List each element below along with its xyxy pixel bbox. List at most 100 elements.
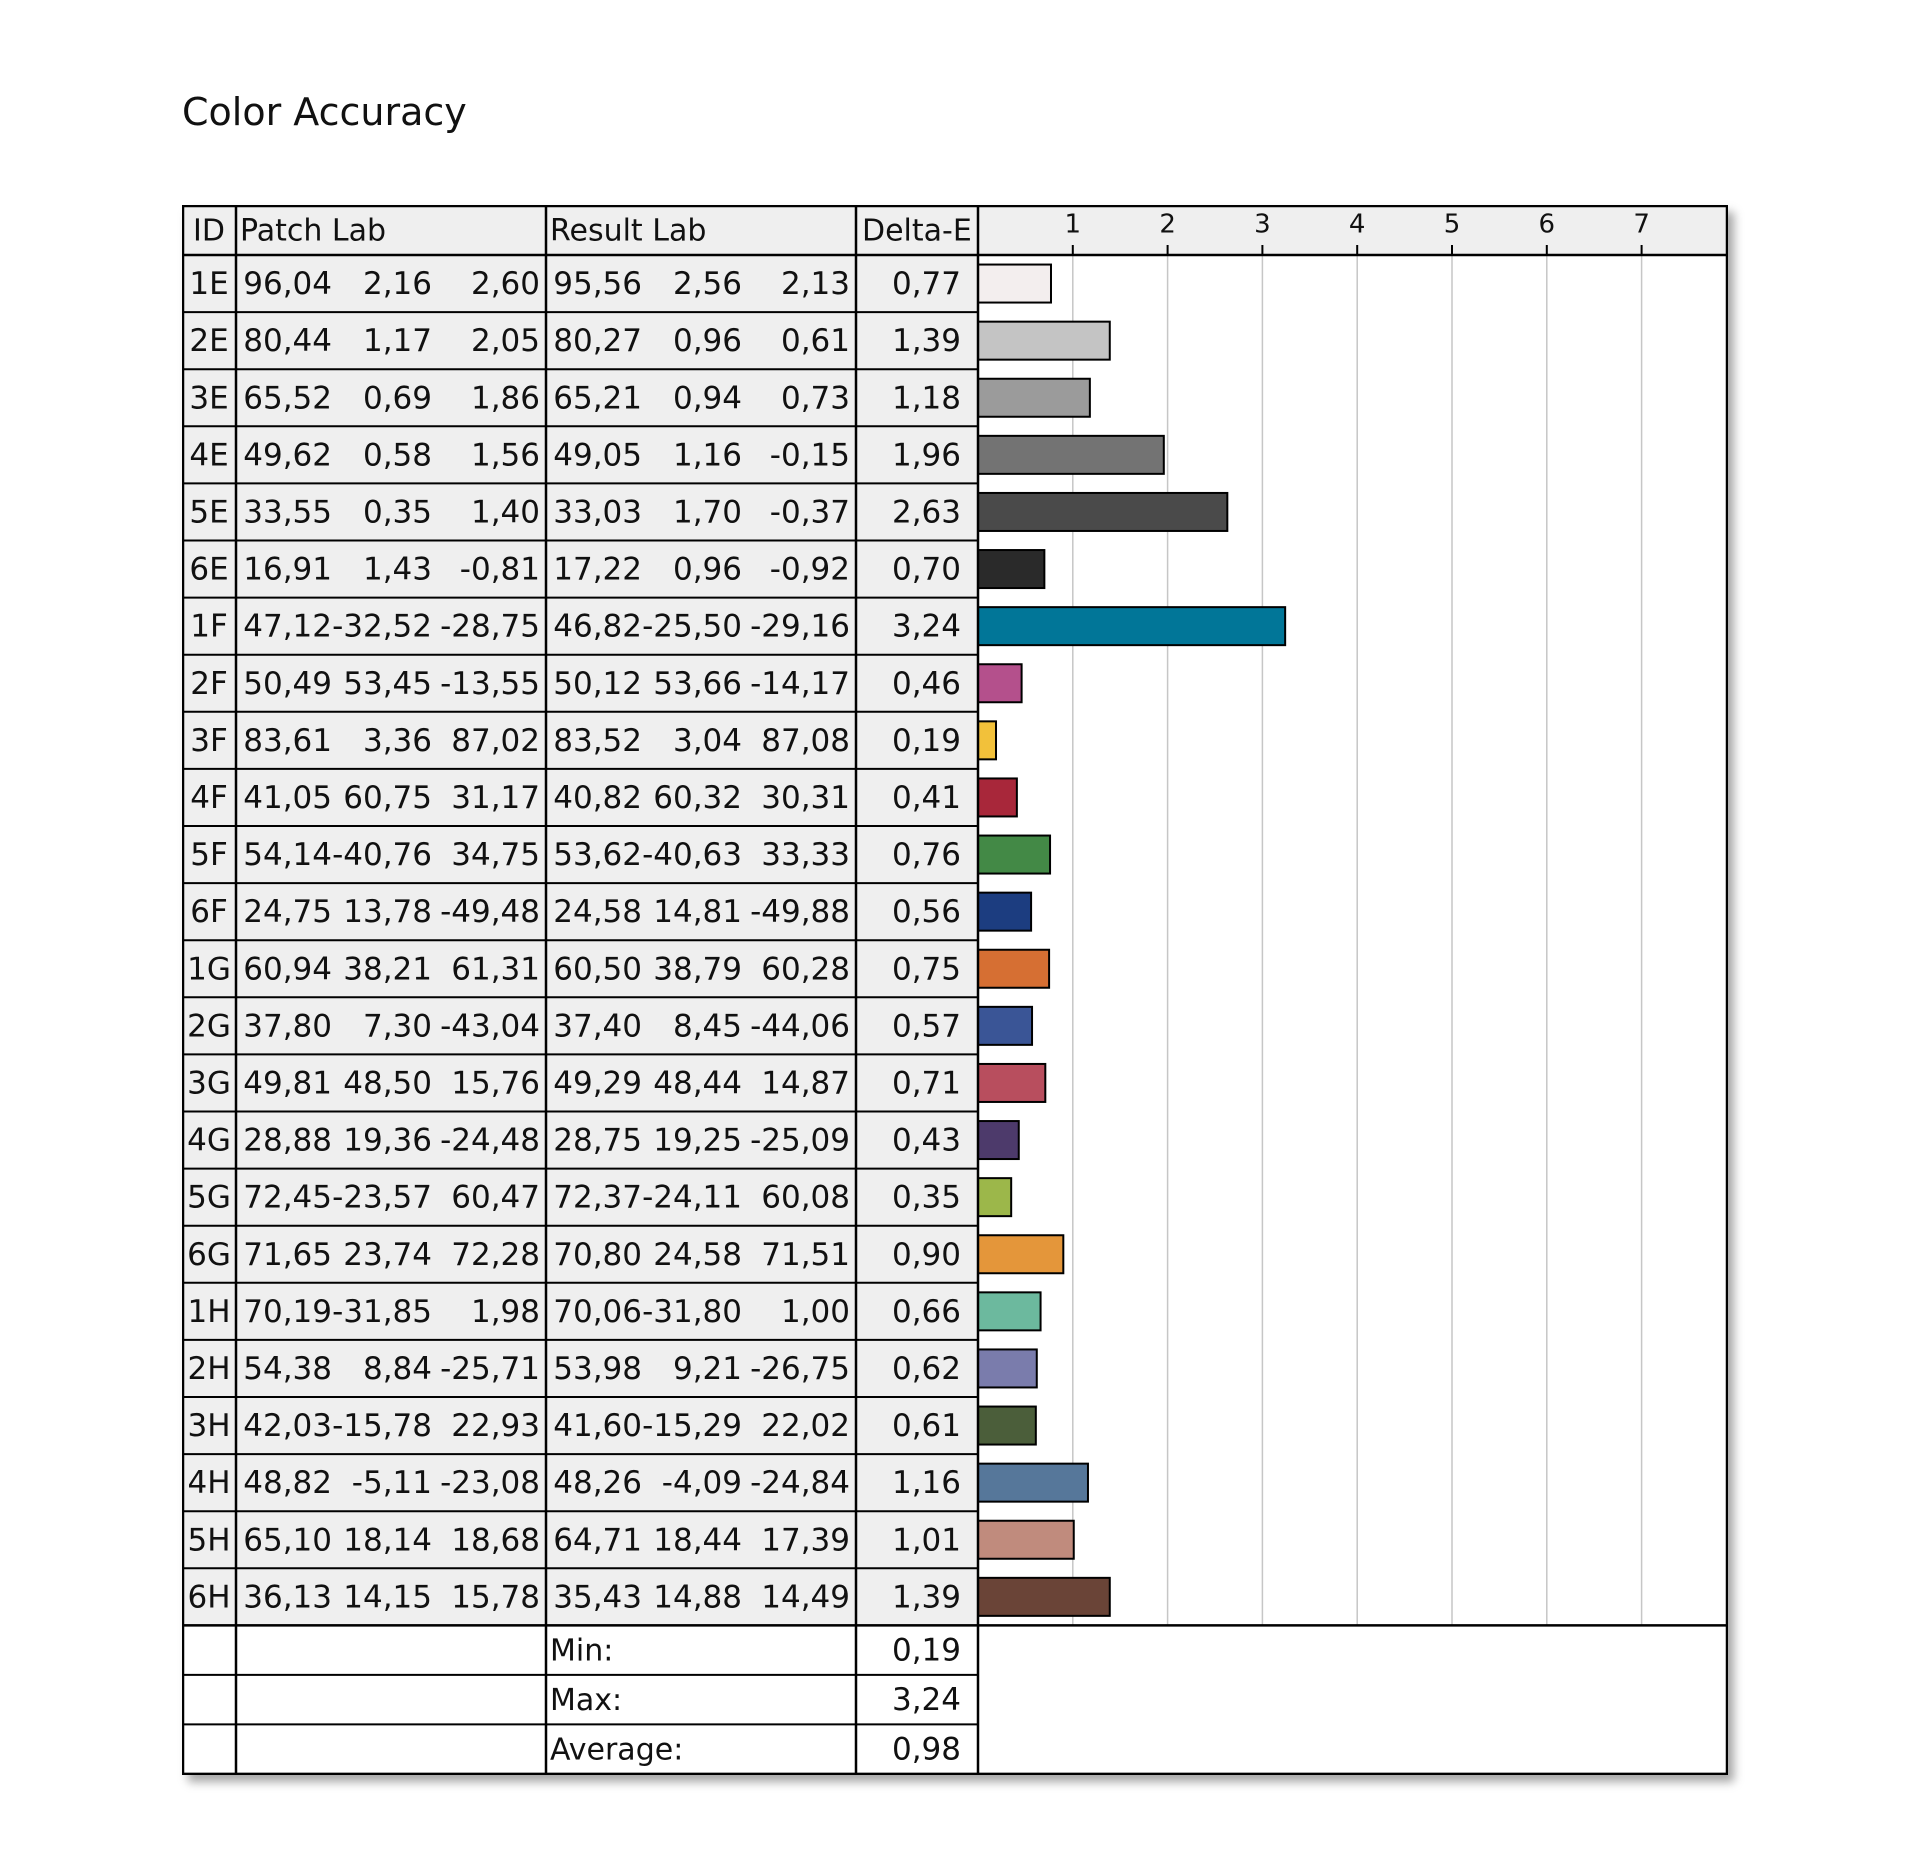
delta-e-bar	[977, 434, 1165, 475]
patch-lab-value: 3,36	[363, 723, 432, 759]
delta-e-value: 0,43	[892, 1123, 961, 1159]
patch-lab-value: 72,45	[243, 1180, 332, 1216]
patch-lab-value: 38,21	[343, 951, 432, 987]
patch-lab-value: 1,98	[471, 1294, 540, 1330]
result-lab-value: 1,00	[781, 1294, 850, 1330]
row-id: 6G	[187, 1237, 231, 1273]
row-id: 6E	[189, 552, 228, 588]
row-id: 2G	[187, 1008, 231, 1044]
result-lab-value: 22,02	[761, 1408, 850, 1444]
result-lab-value: -26,75	[750, 1351, 850, 1387]
color-accuracy-report: ID Patch Lab Result Lab Delta-E 1 2 3 4 5 6 7 1E 96,…	[182, 205, 1728, 1775]
delta-e-bar	[977, 1576, 1111, 1617]
patch-lab-value: 65,52	[243, 380, 332, 416]
header-background	[182, 205, 1728, 255]
patch-lab-value: 0,58	[363, 437, 432, 473]
patch-lab-value: 18,68	[451, 1522, 540, 1558]
delta-e-value: 0,35	[892, 1180, 961, 1216]
delta-e-bar	[977, 1120, 1020, 1161]
result-lab-value: 30,31	[761, 780, 850, 816]
page-title: Color Accuracy	[182, 90, 467, 134]
result-lab-value: 18,44	[653, 1522, 742, 1558]
patch-lab-value: 83,61	[243, 723, 332, 759]
delta-e-bar	[977, 1405, 1037, 1446]
result-lab-value: 0,96	[673, 552, 742, 588]
patch-lab-value: -25,71	[440, 1351, 540, 1387]
delta-e-bar	[977, 948, 1051, 989]
delta-e-bar	[977, 1234, 1065, 1275]
patch-lab-value: -40,76	[332, 837, 432, 873]
axis-tick-label: 4	[1349, 210, 1366, 240]
result-lab-value: 48,44	[653, 1065, 742, 1101]
patch-lab-value: 80,44	[243, 323, 332, 359]
patch-lab-value: 36,13	[243, 1579, 332, 1615]
result-lab-value: 65,21	[553, 380, 642, 416]
column-header-delta-e: Delta-E	[862, 214, 972, 249]
patch-lab-value: 50,49	[243, 666, 332, 702]
axis-tick-label: 7	[1633, 210, 1650, 240]
patch-lab-value: 53,45	[343, 666, 432, 702]
outer-border	[182, 205, 1728, 1775]
row-id: 4H	[187, 1465, 230, 1501]
row-id: 5F	[190, 837, 228, 873]
result-lab-value: 83,52	[553, 723, 642, 759]
result-lab-value: 64,71	[553, 1522, 642, 1558]
row-id: 5G	[187, 1180, 231, 1216]
result-lab-value: 70,80	[553, 1237, 642, 1273]
patch-lab-value: 31,17	[451, 780, 540, 816]
patch-lab-value: 15,78	[451, 1579, 540, 1615]
delta-e-value: 0,90	[892, 1237, 961, 1273]
result-lab-value: 2,56	[673, 266, 742, 302]
patch-lab-value: 24,75	[243, 894, 332, 930]
result-lab-value: -31,80	[642, 1294, 742, 1330]
result-lab-value: 87,08	[761, 723, 850, 759]
result-lab-value: -24,84	[750, 1465, 850, 1501]
axis-tick-label: 6	[1539, 210, 1556, 240]
row-id: 1G	[187, 951, 231, 987]
patch-lab-value: 2,60	[471, 266, 540, 302]
patch-lab-value: 60,94	[243, 951, 332, 987]
patch-lab-value: 96,04	[243, 266, 332, 302]
result-lab-value: 70,06	[553, 1294, 642, 1330]
result-lab-value: -25,50	[642, 609, 742, 645]
result-lab-value: 60,08	[761, 1180, 850, 1216]
result-lab-value: 0,73	[781, 380, 850, 416]
delta-e-value: 1,01	[892, 1522, 961, 1558]
patch-lab-value: 18,14	[343, 1522, 432, 1558]
patch-lab-value: 72,28	[451, 1237, 540, 1273]
result-lab-value: 41,60	[553, 1408, 642, 1444]
delta-e-value: 1,18	[892, 380, 961, 416]
patch-lab-value: 54,14	[243, 837, 332, 873]
result-lab-value: -24,11	[642, 1180, 742, 1216]
delta-e-bar	[977, 1348, 1038, 1389]
patch-lab-value: 22,93	[451, 1408, 540, 1444]
patch-lab-value: 60,75	[343, 780, 432, 816]
result-lab-value: 50,12	[553, 666, 642, 702]
delta-e-value: 0,57	[892, 1008, 961, 1044]
patch-lab-value: -0,81	[460, 552, 540, 588]
row-id: 2F	[190, 666, 228, 702]
result-lab-value: 60,50	[553, 951, 642, 987]
column-header-id: ID	[193, 214, 225, 249]
result-lab-value: 19,25	[653, 1123, 742, 1159]
delta-e-bar	[977, 834, 1052, 875]
delta-e-value: 0,62	[892, 1351, 961, 1387]
patch-lab-value: 1,56	[471, 437, 540, 473]
delta-e-value: 0,56	[892, 894, 961, 930]
delta-e-value: 0,46	[892, 666, 961, 702]
row-id: 5E	[189, 494, 228, 530]
result-lab-value: 17,22	[553, 552, 642, 588]
result-lab-value: 33,33	[761, 837, 850, 873]
patch-lab-value: 1,40	[471, 494, 540, 530]
patch-lab-value: 2,05	[471, 323, 540, 359]
patch-lab-value: 60,47	[451, 1180, 540, 1216]
patch-lab-value: 49,81	[243, 1065, 332, 1101]
delta-e-bar	[977, 320, 1111, 361]
result-lab-value: 24,58	[553, 894, 642, 930]
delta-e-bar	[977, 606, 1287, 647]
patch-lab-value: 2,16	[363, 266, 432, 302]
result-lab-value: 53,66	[653, 666, 742, 702]
axis-tick-label: 1	[1065, 210, 1082, 240]
summary-value: 0,98	[892, 1732, 961, 1768]
result-lab-value: 0,96	[673, 323, 742, 359]
